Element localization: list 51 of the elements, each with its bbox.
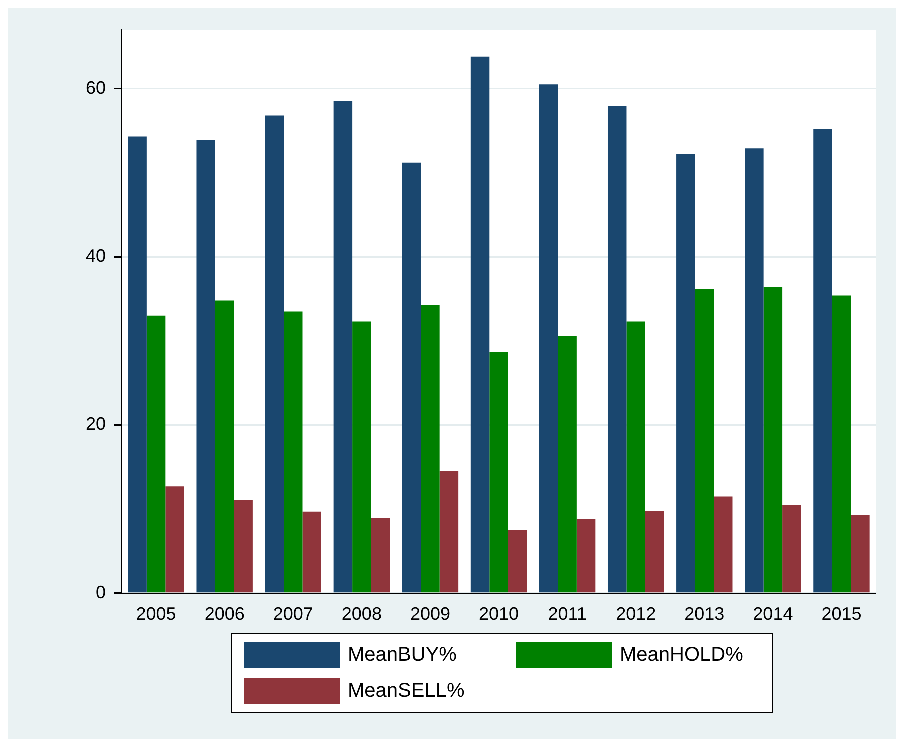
y-tick-label: 20 xyxy=(86,414,106,434)
bar xyxy=(302,512,322,593)
bar xyxy=(714,496,733,593)
bar xyxy=(576,519,596,593)
bar xyxy=(284,312,303,593)
x-tick-label: 2006 xyxy=(204,604,245,624)
bar xyxy=(334,101,353,593)
x-tick-label: 2013 xyxy=(684,604,725,624)
bar xyxy=(508,530,528,593)
bar xyxy=(146,316,166,593)
x-tick-label: 2007 xyxy=(273,604,314,624)
bar xyxy=(676,154,696,593)
y-tick-label: 40 xyxy=(86,246,106,266)
x-tick-label: 2014 xyxy=(753,604,794,624)
bar xyxy=(626,322,646,593)
bar xyxy=(352,322,372,593)
legend-label: MeanBUY% xyxy=(348,644,458,666)
bar xyxy=(608,106,627,593)
bar xyxy=(440,471,459,593)
bar xyxy=(234,500,253,593)
bar xyxy=(196,140,216,593)
bar xyxy=(128,136,147,593)
bar xyxy=(695,288,714,593)
bar xyxy=(539,84,558,593)
x-tick-label: 2010 xyxy=(478,604,520,624)
bar xyxy=(782,505,802,593)
bar xyxy=(814,129,832,593)
x-tick-label: 2009 xyxy=(410,604,450,624)
x-tick-label: 2011 xyxy=(548,604,587,624)
bar xyxy=(402,162,422,593)
bar xyxy=(215,300,234,593)
bar xyxy=(745,148,764,593)
bar xyxy=(490,352,508,593)
bar xyxy=(851,515,870,593)
bar xyxy=(645,510,664,593)
bar xyxy=(470,56,490,593)
bar xyxy=(558,336,577,593)
x-tick-label: 2008 xyxy=(342,604,382,624)
y-tick-label: 60 xyxy=(86,78,106,98)
bar xyxy=(832,296,852,593)
x-tick-label: 2005 xyxy=(136,604,176,624)
bar xyxy=(421,304,440,593)
bar xyxy=(166,486,184,593)
legend-label: MeanHOLD% xyxy=(620,644,744,666)
x-tick-label: 2012 xyxy=(616,604,656,624)
legend-label: MeanSELL% xyxy=(348,680,466,702)
bar xyxy=(371,518,390,593)
bar xyxy=(265,116,284,593)
x-tick-label: 2015 xyxy=(822,604,862,624)
bar xyxy=(764,287,783,593)
y-tick-label: 0 xyxy=(96,582,106,602)
